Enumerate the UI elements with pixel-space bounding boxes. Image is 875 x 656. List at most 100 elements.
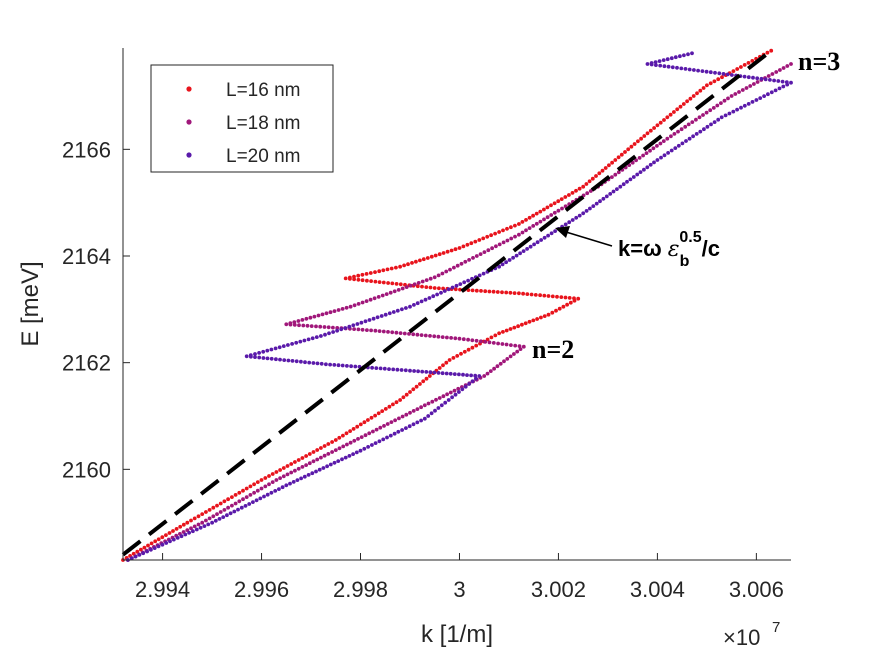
data-point: [315, 457, 320, 462]
data-point: [652, 126, 656, 130]
data-point: [515, 349, 520, 354]
data-point: [773, 88, 778, 93]
data-point: [485, 371, 490, 376]
data-point: [400, 414, 405, 419]
data-point: [343, 455, 348, 460]
data-point: [299, 476, 303, 481]
data-point: [436, 406, 441, 410]
data-point: [314, 324, 318, 329]
data-point: [500, 262, 505, 267]
data-point: [538, 293, 542, 298]
data-point: [257, 355, 262, 360]
data-point: [189, 518, 193, 523]
data-point: [380, 409, 385, 413]
data-point: [274, 357, 278, 362]
data-point: [777, 86, 782, 91]
data-point: [474, 343, 479, 348]
data-point: [221, 515, 226, 519]
data-point: [577, 186, 582, 191]
data-point: [253, 355, 257, 359]
data-point: [352, 327, 356, 331]
data-point: [196, 522, 201, 527]
data-point: [665, 136, 670, 141]
data-point: [588, 206, 592, 211]
data-point: [642, 134, 647, 138]
data-point: [297, 323, 301, 328]
data-point: [769, 48, 774, 53]
data-point: [277, 345, 282, 350]
x-axis-label: k [1/m]: [421, 621, 493, 648]
data-point: [432, 370, 437, 375]
data-point: [360, 327, 365, 332]
data-point: [504, 290, 509, 295]
data-point: [744, 86, 749, 90]
data-point: [535, 240, 540, 245]
data-point: [565, 302, 569, 307]
data-point: [570, 191, 575, 195]
data-point: [278, 468, 282, 472]
data-point: [722, 98, 727, 103]
data-point: [377, 329, 382, 333]
data-point: [531, 318, 536, 323]
data-point: [539, 238, 543, 242]
data-point: [353, 364, 358, 369]
data-point: [337, 446, 342, 451]
data-point: [397, 416, 401, 421]
data-point: [508, 290, 513, 295]
data-point: [248, 353, 253, 357]
data-point: [387, 311, 392, 316]
data-point: [451, 356, 456, 360]
data-point: [422, 416, 427, 421]
data-point: [669, 134, 673, 139]
data-point: [389, 266, 394, 271]
data-point: [156, 537, 161, 542]
data-point: [505, 238, 510, 243]
data-point: [533, 293, 538, 297]
data-point: [408, 283, 413, 288]
data-point: [290, 342, 294, 346]
data-point: [267, 474, 271, 478]
data-point: [692, 68, 696, 72]
data-point: [379, 314, 384, 318]
data-point: [603, 166, 608, 170]
data-point: [296, 458, 301, 462]
data-point: [247, 502, 252, 506]
data-point: [341, 433, 345, 438]
data-point: [513, 234, 517, 239]
data-point: [467, 382, 471, 386]
data-point: [735, 67, 740, 71]
data-point: [542, 217, 546, 222]
data-point: [185, 528, 190, 532]
data-point: [419, 405, 423, 410]
data-point: [311, 361, 316, 365]
data-point: [509, 225, 513, 230]
data-point: [288, 481, 292, 486]
data-point: [514, 253, 519, 258]
series-2: [126, 62, 793, 562]
data-point: [742, 74, 747, 79]
data-point: [336, 459, 341, 463]
data-point: [708, 70, 713, 75]
data-point: [463, 259, 468, 264]
data-point: [470, 288, 475, 293]
data-point: [284, 322, 289, 327]
data-point: [665, 115, 670, 120]
data-point: [512, 352, 516, 356]
data-point: [487, 340, 492, 345]
data-point: [307, 360, 312, 365]
data-point: [483, 340, 488, 344]
data-point: [376, 411, 381, 416]
data-point: [535, 317, 539, 321]
data-point: [720, 75, 724, 80]
data-point: [525, 292, 530, 296]
data-point: [179, 534, 184, 539]
data-point: [613, 172, 618, 177]
data-point: [439, 403, 444, 408]
data-point: [440, 335, 445, 339]
data-point: [465, 242, 470, 247]
data-point: [411, 422, 416, 427]
data-point: [731, 109, 736, 114]
data-point: [696, 68, 700, 73]
data-point: [507, 258, 512, 262]
annotation-arrow-shaft: [565, 231, 613, 247]
